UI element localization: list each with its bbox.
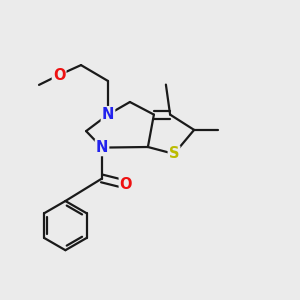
Text: O: O	[120, 177, 132, 192]
Text: N: N	[102, 107, 114, 122]
Text: S: S	[169, 146, 179, 161]
Text: N: N	[96, 140, 108, 155]
Text: O: O	[53, 68, 65, 82]
